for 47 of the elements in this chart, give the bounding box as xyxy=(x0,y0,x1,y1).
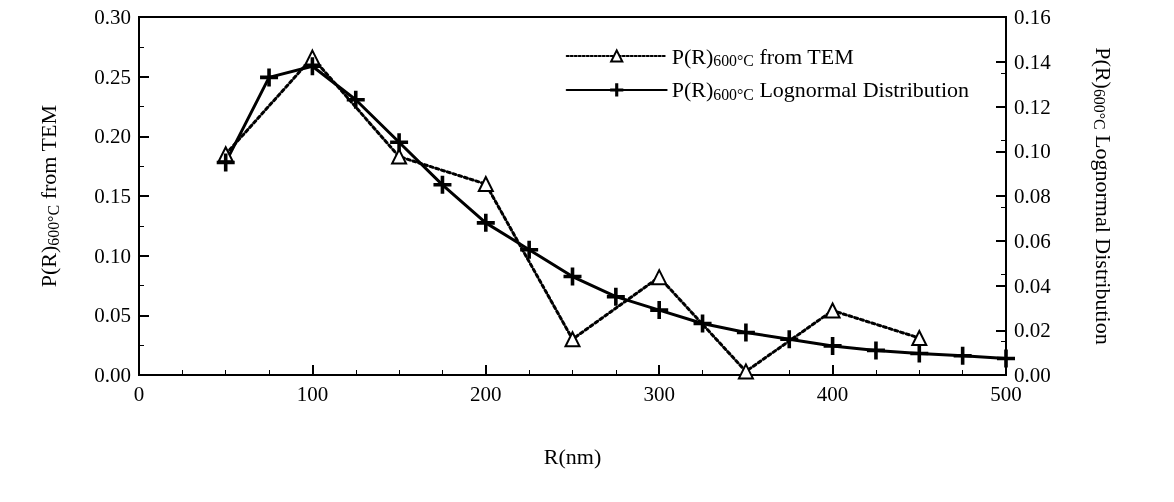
x-axis-title: R(nm) xyxy=(543,443,602,469)
y2-tick-label: 0.02 xyxy=(1014,318,1051,343)
point xyxy=(391,148,408,165)
point xyxy=(564,331,581,348)
x-tick-label: 200 xyxy=(470,381,502,406)
point xyxy=(910,344,929,363)
point xyxy=(780,330,799,349)
y2-axis-title: P(R)600°C Lognormal Distribution xyxy=(1090,47,1117,345)
y-tick-label: 0.30 xyxy=(94,5,131,29)
point xyxy=(303,57,322,76)
point xyxy=(346,90,365,109)
y2-tick-label: 0.16 xyxy=(1014,5,1051,29)
point xyxy=(650,301,669,320)
point xyxy=(911,330,928,347)
point xyxy=(433,175,452,194)
y2-tick-label: 0.06 xyxy=(1014,228,1051,253)
y2-tick-label: 0.04 xyxy=(1014,273,1052,298)
x-tick-label: 300 xyxy=(643,381,675,406)
y-tick-label: 0.25 xyxy=(94,64,131,89)
point xyxy=(216,153,235,172)
y2-tick-label: 0.14 xyxy=(1014,49,1052,74)
point xyxy=(520,240,539,259)
point xyxy=(606,287,625,306)
point xyxy=(651,269,668,286)
y-tick-label: 0.05 xyxy=(94,303,131,328)
point xyxy=(737,363,754,380)
y-axis-title: P(R)600°C from TEM xyxy=(35,105,62,288)
y-tick-label: 0.10 xyxy=(94,243,131,268)
point xyxy=(390,133,409,152)
y2-tick-label: 0.12 xyxy=(1014,94,1051,119)
point xyxy=(997,349,1015,368)
point xyxy=(260,68,279,87)
point xyxy=(736,323,755,342)
y2-tick-label: 0.10 xyxy=(1014,139,1051,164)
y2-tick-label: 0.08 xyxy=(1014,184,1051,208)
point xyxy=(953,346,972,365)
y-tick-label: 0.20 xyxy=(94,124,131,149)
x-tick-label: 400 xyxy=(816,381,849,406)
point xyxy=(477,176,494,193)
point xyxy=(823,336,842,355)
point xyxy=(824,302,841,319)
point xyxy=(476,213,495,232)
x-tick-label: 0 xyxy=(133,381,145,406)
y-tick-label: 0.00 xyxy=(94,363,131,387)
y-tick-label: 0.15 xyxy=(94,184,131,208)
x-tick-label: 100 xyxy=(296,381,329,406)
point xyxy=(866,341,885,360)
